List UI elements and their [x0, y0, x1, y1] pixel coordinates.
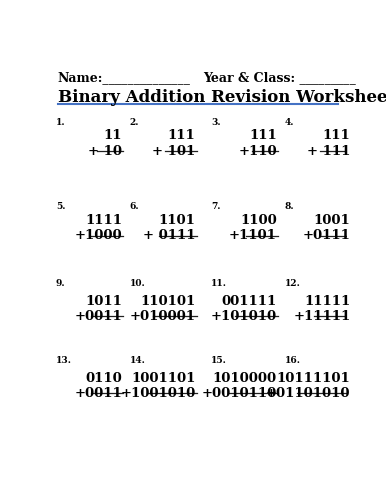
Text: 001111: 001111: [222, 295, 277, 308]
Text: 11: 11: [103, 130, 122, 142]
Text: 111: 111: [323, 130, 350, 142]
Text: Year & Class: _________: Year & Class: _________: [203, 71, 356, 84]
Text: 14.: 14.: [130, 356, 146, 366]
Text: 12.: 12.: [284, 280, 300, 288]
Text: + 111: + 111: [307, 144, 350, 158]
Text: Binary Addition Revision Worksheet: Binary Addition Revision Worksheet: [58, 90, 386, 106]
Text: 11111: 11111: [304, 295, 350, 308]
Text: +0010110: +0010110: [201, 387, 277, 400]
Text: 10111101: 10111101: [277, 372, 350, 385]
Text: +010001: +010001: [129, 310, 195, 324]
Text: 111: 111: [168, 130, 195, 142]
Text: 4.: 4.: [284, 118, 294, 126]
Text: +0111: +0111: [303, 230, 350, 242]
Text: 7.: 7.: [211, 202, 220, 211]
Text: 1101: 1101: [159, 214, 195, 227]
Text: +1101: +1101: [229, 230, 277, 242]
Text: + 0111: + 0111: [143, 230, 195, 242]
Text: 11.: 11.: [211, 280, 227, 288]
Text: 0110: 0110: [85, 372, 122, 385]
Text: 1010000: 1010000: [213, 372, 277, 385]
Text: 10.: 10.: [130, 280, 146, 288]
Text: 8.: 8.: [284, 202, 294, 211]
Text: 9.: 9.: [56, 280, 66, 288]
Text: +110: +110: [238, 144, 277, 158]
Text: +1001010: +1001010: [120, 387, 195, 400]
Text: 16.: 16.: [284, 356, 301, 366]
Text: 5.: 5.: [56, 202, 66, 211]
Text: +101010: +101010: [211, 310, 277, 324]
Text: +0011: +0011: [74, 387, 122, 400]
Text: 1111: 1111: [85, 214, 122, 227]
Text: 111: 111: [249, 130, 277, 142]
Text: 1100: 1100: [240, 214, 277, 227]
Text: 3.: 3.: [211, 118, 221, 126]
Text: +11111: +11111: [293, 310, 350, 324]
Text: 1001: 1001: [314, 214, 350, 227]
Text: +01101010: +01101010: [266, 387, 350, 400]
Text: +0011: +0011: [74, 310, 122, 324]
Text: + 101: + 101: [152, 144, 195, 158]
Text: Name:______________: Name:______________: [58, 71, 190, 84]
Text: 1.: 1.: [56, 118, 66, 126]
Text: +1000: +1000: [74, 230, 122, 242]
Text: 110101: 110101: [140, 295, 195, 308]
Text: 13.: 13.: [56, 356, 72, 366]
Text: 15.: 15.: [211, 356, 227, 366]
Text: 2.: 2.: [130, 118, 139, 126]
Text: 6.: 6.: [130, 202, 139, 211]
Text: + 10: + 10: [88, 144, 122, 158]
Text: 1011: 1011: [85, 295, 122, 308]
Text: 1001101: 1001101: [131, 372, 195, 385]
